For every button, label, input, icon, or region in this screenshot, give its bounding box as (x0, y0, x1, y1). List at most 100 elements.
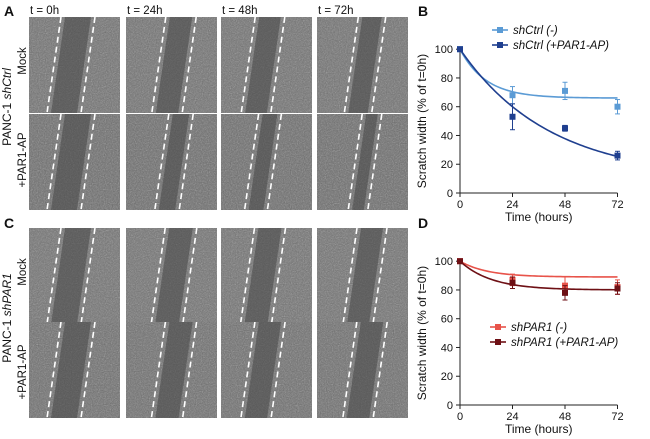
chart-b: 0 20 40 60 80 100 0 24 48 72 Time (hours) Scratch w… (415, 25, 624, 224)
micrograph-tile (221, 228, 312, 324)
legend-marker (495, 339, 501, 345)
scratch-border-line (370, 17, 387, 113)
y-axis-label: Scratch width (% of t=0h) (415, 266, 429, 400)
micrograph-tile (126, 17, 217, 113)
fit-curve (459, 260, 618, 291)
scratch-border-line (150, 322, 167, 418)
scratch-border-line (270, 17, 286, 113)
micrograph-tile (126, 322, 217, 418)
scratch-border-line (181, 17, 197, 113)
scratch-border-line (243, 114, 260, 210)
x-axis-label: Time (hours) (505, 210, 573, 224)
scratch-gap (245, 17, 281, 113)
scratch-border-line (154, 114, 170, 210)
row-label-mock-top: Mock (17, 47, 29, 75)
scratch-border-line (372, 228, 388, 324)
y-tick-label: 60 (441, 102, 453, 114)
scratch-gap (155, 228, 193, 324)
x-tick-label: 0 (457, 199, 463, 211)
scratch-gap (348, 17, 382, 113)
legend-label: shPAR1 (+PAR1-AP) (511, 337, 618, 349)
scratch-border-line (270, 322, 286, 418)
fit-curve (459, 260, 618, 278)
time-label-48h: t = 48h (222, 5, 258, 17)
scratch-gap (352, 114, 378, 210)
scratch-gap (346, 322, 384, 418)
scratch-border-line (367, 114, 383, 210)
data-point (614, 285, 621, 292)
x-axis-label: Time (hours) (505, 422, 573, 436)
y-tick-label: 100 (435, 256, 453, 268)
panel-letter-c: C (4, 215, 15, 231)
panel-letter-b: B (418, 3, 429, 19)
scratch-border-line (46, 322, 62, 418)
scratch-gap (51, 228, 91, 324)
data-point (562, 289, 568, 296)
scratch-gap (158, 114, 190, 210)
x-tick-label: 24 (506, 199, 518, 211)
micrograph-tile (317, 114, 408, 210)
scratch-gap (51, 17, 91, 113)
micrograph-tile (317, 228, 408, 324)
scratch-border-line (342, 322, 358, 418)
data-point (562, 87, 568, 94)
scratch-border-line (240, 322, 256, 418)
legend-label: shCtrl (+PAR1-AP) (513, 40, 609, 52)
time-label-0h: t = 0h (30, 5, 60, 17)
scratch-border-line (182, 228, 198, 324)
micrograph-tile (29, 114, 120, 210)
data-point (457, 46, 463, 53)
scratch-border-line (178, 114, 194, 210)
micrograph-tile (126, 228, 217, 324)
scratch-border-line (372, 322, 388, 418)
scratch-border-line (150, 228, 166, 324)
micrograph-tile (29, 322, 120, 418)
scratch-border-line (343, 17, 360, 113)
micrograph-tile (29, 228, 120, 324)
y-tick-label: 60 (441, 314, 453, 326)
micrograph-tile (29, 17, 120, 113)
scratch-border-line (151, 17, 167, 113)
y-tick-label: 0 (447, 188, 453, 200)
y-tick-label: 20 (441, 159, 453, 171)
data-point (509, 113, 516, 120)
y-tick-label: 80 (441, 285, 453, 297)
row-label-mock-bottom: Mock (17, 258, 29, 286)
panel-letter-a: A (4, 3, 15, 19)
x-tick-label: 0 (457, 411, 463, 423)
scratch-gap (244, 228, 282, 324)
scratch-gap (347, 228, 383, 324)
data-point (509, 92, 516, 99)
scratch-border-line (80, 114, 96, 210)
x-tick-label: 48 (559, 199, 571, 211)
legend-marker (497, 27, 503, 33)
data-point (457, 258, 463, 265)
data-point (614, 103, 621, 110)
scratch-border-line (240, 17, 256, 113)
y-axis-label: Scratch width (% of t=0h) (415, 54, 429, 188)
micrograph-tile (317, 17, 408, 113)
scratch-border-line (347, 114, 363, 210)
legend-marker (497, 42, 503, 48)
micrograph-tile (221, 322, 312, 418)
scratch-border-line (80, 17, 96, 113)
y-tick-label: 20 (441, 371, 453, 383)
group-label-top: PANC-1 shCtrl (0, 68, 14, 146)
scratch-border-line (80, 228, 96, 324)
y-tick-label: 40 (441, 342, 453, 354)
micrograph-tile (317, 322, 408, 418)
fit-curve (459, 48, 618, 99)
scratch-gap (155, 17, 193, 113)
scratch-gap (248, 114, 278, 210)
data-point (509, 279, 516, 286)
scratch-gap (51, 322, 91, 418)
y-tick-label: 0 (447, 400, 453, 412)
legend-label: shCtrl (-) (513, 25, 558, 37)
scratch-border-line (181, 322, 198, 418)
x-tick-label: 24 (506, 411, 518, 423)
scratch-border-line (46, 114, 62, 210)
data-point (614, 152, 621, 159)
time-label-72h: t = 72h (318, 5, 354, 17)
row-label-par1ap-top: +PAR1-AP (17, 132, 29, 188)
legend-label: shPAR1 (-) (511, 322, 567, 334)
